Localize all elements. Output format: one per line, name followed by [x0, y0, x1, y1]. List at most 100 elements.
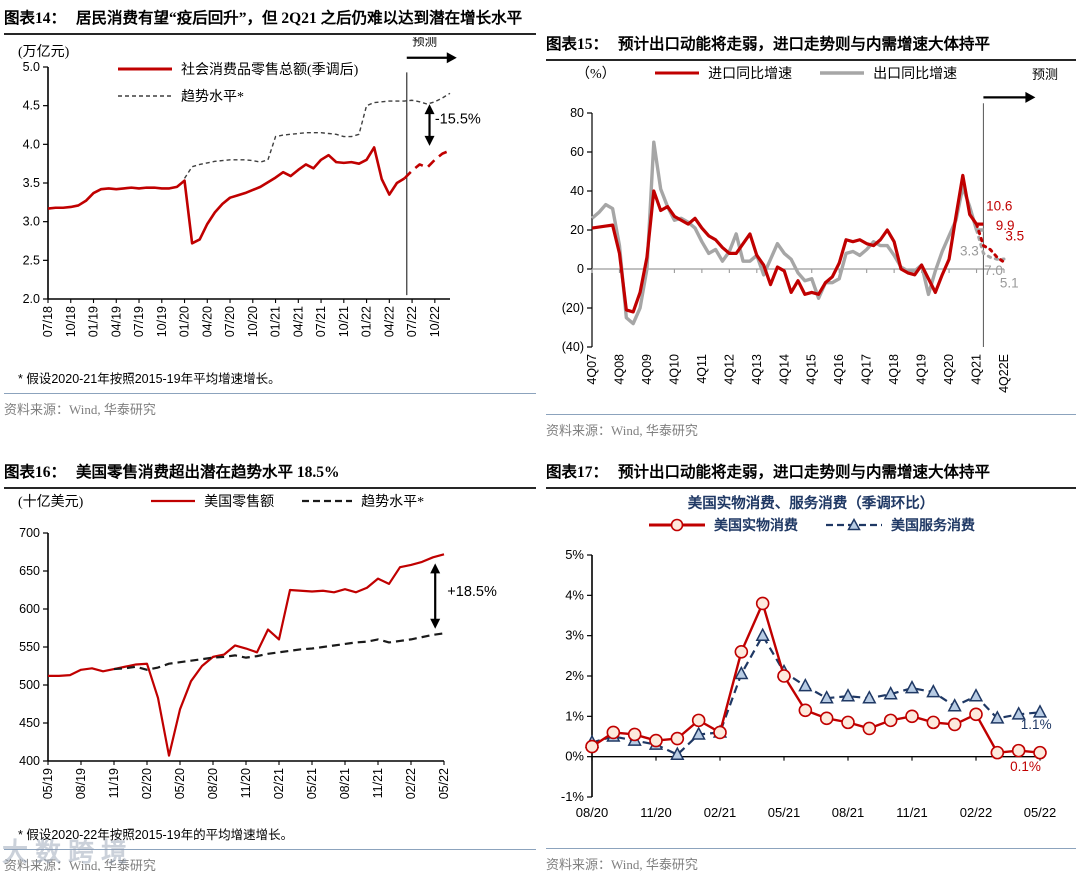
- svg-text:02/20: 02/20: [140, 768, 154, 799]
- svg-text:4Q09: 4Q09: [640, 354, 654, 385]
- svg-text:(20): (20): [562, 301, 584, 315]
- y-axis-unit-label: （%）: [576, 67, 616, 83]
- legend-label: 社会消费品零售总额(季调后): [181, 63, 359, 79]
- svg-text:10/20: 10/20: [246, 306, 260, 337]
- data-source: 资料来源：Wind, 华泰研究: [4, 402, 156, 418]
- data-source: 资料来源：Wind, 华泰研究: [546, 857, 698, 871]
- svg-text:4Q10: 4Q10: [667, 354, 681, 385]
- svg-text:04/19: 04/19: [109, 306, 123, 337]
- svg-text:(40): (40): [562, 340, 584, 354]
- svg-text:04/21: 04/21: [291, 306, 305, 337]
- svg-text:4Q19: 4Q19: [915, 354, 929, 385]
- svg-text:4Q08: 4Q08: [612, 354, 626, 385]
- svg-text:550: 550: [19, 640, 40, 654]
- svg-text:4Q16: 4Q16: [832, 354, 846, 385]
- legend: （%） 进口同比增速 出口同比增速 预测: [546, 61, 1076, 87]
- legend: 美国实物消费 美国服务消费: [546, 513, 1076, 539]
- legend-label: 进口同比增速: [708, 67, 793, 83]
- svg-text:02/21: 02/21: [272, 768, 286, 799]
- svg-text:4Q12: 4Q12: [722, 354, 736, 385]
- svg-text:08/21: 08/21: [338, 768, 352, 799]
- svg-text:07/21: 07/21: [314, 306, 328, 337]
- svg-text:1%: 1%: [565, 709, 584, 724]
- y-axis-unit-label: (万亿元): [18, 45, 70, 61]
- svg-text:07/22: 07/22: [405, 306, 419, 337]
- svg-text:05/22: 05/22: [1024, 805, 1057, 820]
- legend-label: 趋势水平*: [181, 90, 244, 106]
- svg-text:05/19: 05/19: [41, 768, 55, 799]
- red-line-swatch-icon: [655, 71, 700, 75]
- svg-text:4Q17: 4Q17: [860, 354, 874, 385]
- svg-text:4Q14: 4Q14: [777, 354, 791, 385]
- us-consumption-line-chart: 5% 4% 3% 2% 1% 0% -1%08/20 11/20 02/21 05/21 08/21…: [561, 547, 1057, 820]
- svg-text:04/20: 04/20: [200, 306, 214, 337]
- svg-text:4Q15: 4Q15: [805, 354, 819, 385]
- svg-text:-15.5%: -15.5%: [435, 112, 481, 128]
- svg-text:3.3: 3.3: [960, 244, 979, 259]
- svg-text:05/20: 05/20: [173, 768, 187, 799]
- retail-sales-line-chart: 5.0 4.5 4.0 3.5 3.0 2.5 2.007/18 10/18 01/19 04/1…: [23, 35, 481, 338]
- legend-label: 美国零售额: [204, 495, 275, 511]
- watermark: 大数跨境: [2, 838, 135, 867]
- svg-text:05/22: 05/22: [437, 768, 451, 799]
- figure-number: 图表17：: [546, 464, 609, 481]
- svg-text:2%: 2%: [565, 668, 584, 683]
- chart-subtitle: 美国实物消费、服务消费（季调环比）: [687, 496, 935, 513]
- svg-text:20: 20: [570, 223, 584, 237]
- y-axis-unit-label: (十亿美元): [18, 495, 84, 511]
- legend-label: 美国服务消费: [891, 519, 975, 535]
- dashed-line-swatch-icon: [118, 95, 172, 98]
- svg-text:08/20: 08/20: [206, 768, 220, 799]
- svg-text:600: 600: [19, 602, 40, 616]
- svg-text:60: 60: [570, 145, 584, 159]
- figure-number: 图表15：: [546, 36, 609, 53]
- svg-text:450: 450: [19, 716, 40, 730]
- forecast-label: 预测: [1031, 66, 1058, 82]
- svg-text:01/19: 01/19: [87, 306, 101, 337]
- figure-number: 图表16：: [4, 464, 67, 481]
- figure-14-title: 图表14： 居民消费有望“疫后回升”，但 2Q21 之后仍难以达到潜在增长水平: [4, 8, 536, 36]
- svg-text:3%: 3%: [565, 628, 584, 643]
- legend-item-services: 美国服务消费: [824, 515, 975, 535]
- legend-label: 美国实物消费: [714, 519, 798, 535]
- svg-text:5%: 5%: [565, 547, 584, 562]
- figure-17-chart-area: 5% 4% 3% 2% 1% 0% -1% 08/20 11/20 02/21 05/21 08/21…: [546, 541, 1076, 846]
- svg-text:9.9: 9.9: [996, 218, 1015, 233]
- legend-item-retail: 社会消费品零售总额(季调后): [116, 59, 358, 79]
- dashed-line-swatch-icon: [302, 500, 353, 503]
- figure-17-panel: 图表17： 预计出口动能将走弱，进口走势则与内需增速大体持平 美国实物消费、服务消…: [546, 462, 1076, 871]
- legend-item-trend: 趋势水平*: [116, 86, 358, 106]
- svg-text:4Q07: 4Q07: [585, 354, 599, 385]
- figure-title-text: 美国零售消费超出潜在趋势水平 18.5%: [76, 464, 340, 481]
- svg-text:10.6: 10.6: [986, 199, 1012, 214]
- svg-text:11/19: 11/19: [107, 768, 121, 798]
- svg-text:4Q20: 4Q20: [942, 354, 956, 385]
- svg-text:4Q11: 4Q11: [695, 354, 709, 384]
- svg-text:0: 0: [577, 262, 584, 276]
- legend: (十亿美元) 美国零售额 趋势水平*: [4, 489, 536, 515]
- figure-footnote: * 假设2020-21年按照2015-19年平均增速增长。: [18, 372, 281, 387]
- svg-text:07/20: 07/20: [223, 306, 237, 337]
- svg-text:3.5: 3.5: [1005, 229, 1024, 244]
- svg-text:01/21: 01/21: [269, 306, 283, 337]
- svg-text:0.1%: 0.1%: [1010, 759, 1041, 774]
- svg-text:700: 700: [19, 526, 40, 540]
- navy-triangle-line-swatch-icon: [826, 518, 882, 531]
- svg-text:3.5: 3.5: [23, 176, 40, 190]
- figure-title-text: 预计出口动能将走弱，进口走势则与内需增速大体持平: [618, 36, 991, 53]
- legend-item-imports: 进口同比增速: [653, 63, 792, 83]
- red-circle-line-swatch-icon: [649, 519, 705, 532]
- svg-text:04/22: 04/22: [382, 306, 396, 337]
- legend-item-goods: 美国实物消费: [647, 515, 798, 535]
- data-source: 资料来源：Wind, 华泰研究: [4, 858, 156, 871]
- svg-text:11/21: 11/21: [896, 805, 928, 820]
- figure-14-panel: 图表14： 居民消费有望“疫后回升”，但 2Q21 之后仍难以达到潜在增长水平 (…: [4, 8, 536, 418]
- svg-text:1.1%: 1.1%: [1021, 718, 1052, 733]
- figure-16-chart-area: 700 650 600 550 500 450 400 05/19 08/19 11/19 02/2…: [4, 517, 536, 822]
- figure-title-text: 居民消费有望“疫后回升”，但 2Q21 之后仍难以达到潜在增长水平: [76, 10, 523, 27]
- source-divider: [4, 393, 536, 395]
- figure-16-panel: 图表16： 美国零售消费超出潜在趋势水平 18.5% (十亿美元) 美国零售额 趋…: [4, 462, 536, 871]
- svg-text:4.0: 4.0: [23, 138, 40, 152]
- svg-text:10/18: 10/18: [64, 306, 78, 337]
